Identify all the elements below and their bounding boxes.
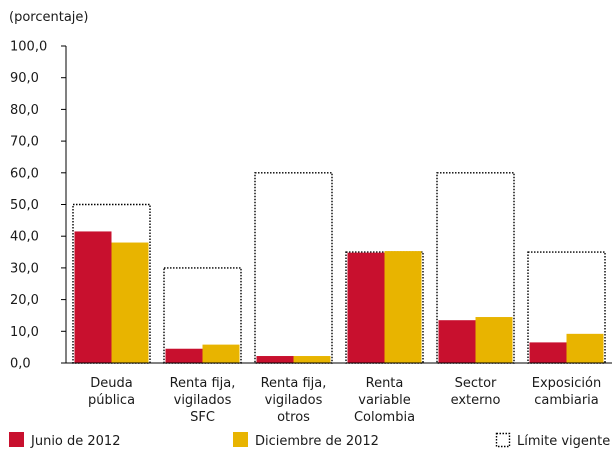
- y-tick-label: 10,0: [10, 325, 39, 340]
- limit-box: [254, 172, 333, 364]
- y-tick-label: 80,0: [10, 103, 39, 118]
- bar-diciembre: [202, 344, 240, 363]
- bars: [74, 231, 604, 363]
- bar-diciembre: [566, 333, 604, 363]
- bar-junio: [165, 348, 203, 363]
- bar-diciembre: [384, 251, 422, 363]
- y-axis-ticks: 0,0 10,0 20,0 30,0 40,0 50,0 60,0 70,0 80,0 90,0 1…: [10, 40, 66, 372]
- bar-junio: [256, 356, 294, 363]
- bar-diciembre: [475, 317, 513, 363]
- legend-swatch-diciembre: [233, 432, 248, 447]
- legend-swatch-junio: [9, 432, 24, 447]
- x-category-label: Exposición cambiaria: [532, 376, 601, 408]
- bar-junio: [347, 252, 385, 363]
- y-tick-label: 40,0: [10, 230, 39, 245]
- y-tick-label: 20,0: [10, 293, 39, 308]
- y-tick-label: 100,0: [10, 40, 47, 55]
- x-category-label: Renta fija, vigilados SFC: [170, 376, 236, 425]
- bar-junio: [74, 231, 112, 363]
- bar-diciembre: [111, 242, 149, 363]
- limit-boxes: [72, 172, 606, 364]
- y-tick-label: 30,0: [10, 261, 39, 276]
- legend: Junio de 2012 Diciembre de 2012 Límite v…: [9, 432, 610, 449]
- legend-label-limite: Límite vigente: [517, 434, 610, 449]
- limit-box: [436, 172, 515, 364]
- bar-diciembre: [293, 356, 331, 363]
- category-labels: Deuda pública Renta fija, vigilados SFC Renta…: [88, 376, 601, 425]
- bar-junio: [438, 320, 476, 363]
- bar-junio: [529, 342, 567, 363]
- x-category-label: Renta variable Colombia: [354, 376, 415, 425]
- legend-label-diciembre: Diciembre de 2012: [255, 434, 379, 449]
- x-category-label: Deuda pública: [88, 376, 135, 408]
- y-tick-label: 0,0: [10, 357, 31, 372]
- x-category-label: Renta fija, vigilados otros: [261, 376, 327, 425]
- y-tick-label: 70,0: [10, 135, 39, 150]
- y-tick-label: 90,0: [10, 71, 39, 86]
- y-axis-unit-label: (porcentaje): [9, 10, 88, 25]
- y-tick-label: 60,0: [10, 166, 39, 181]
- legend-swatch-limite: [495, 432, 511, 448]
- y-tick-label: 50,0: [10, 198, 39, 213]
- legend-label-junio: Junio de 2012: [30, 434, 120, 449]
- x-category-label: Sector externo: [451, 376, 501, 408]
